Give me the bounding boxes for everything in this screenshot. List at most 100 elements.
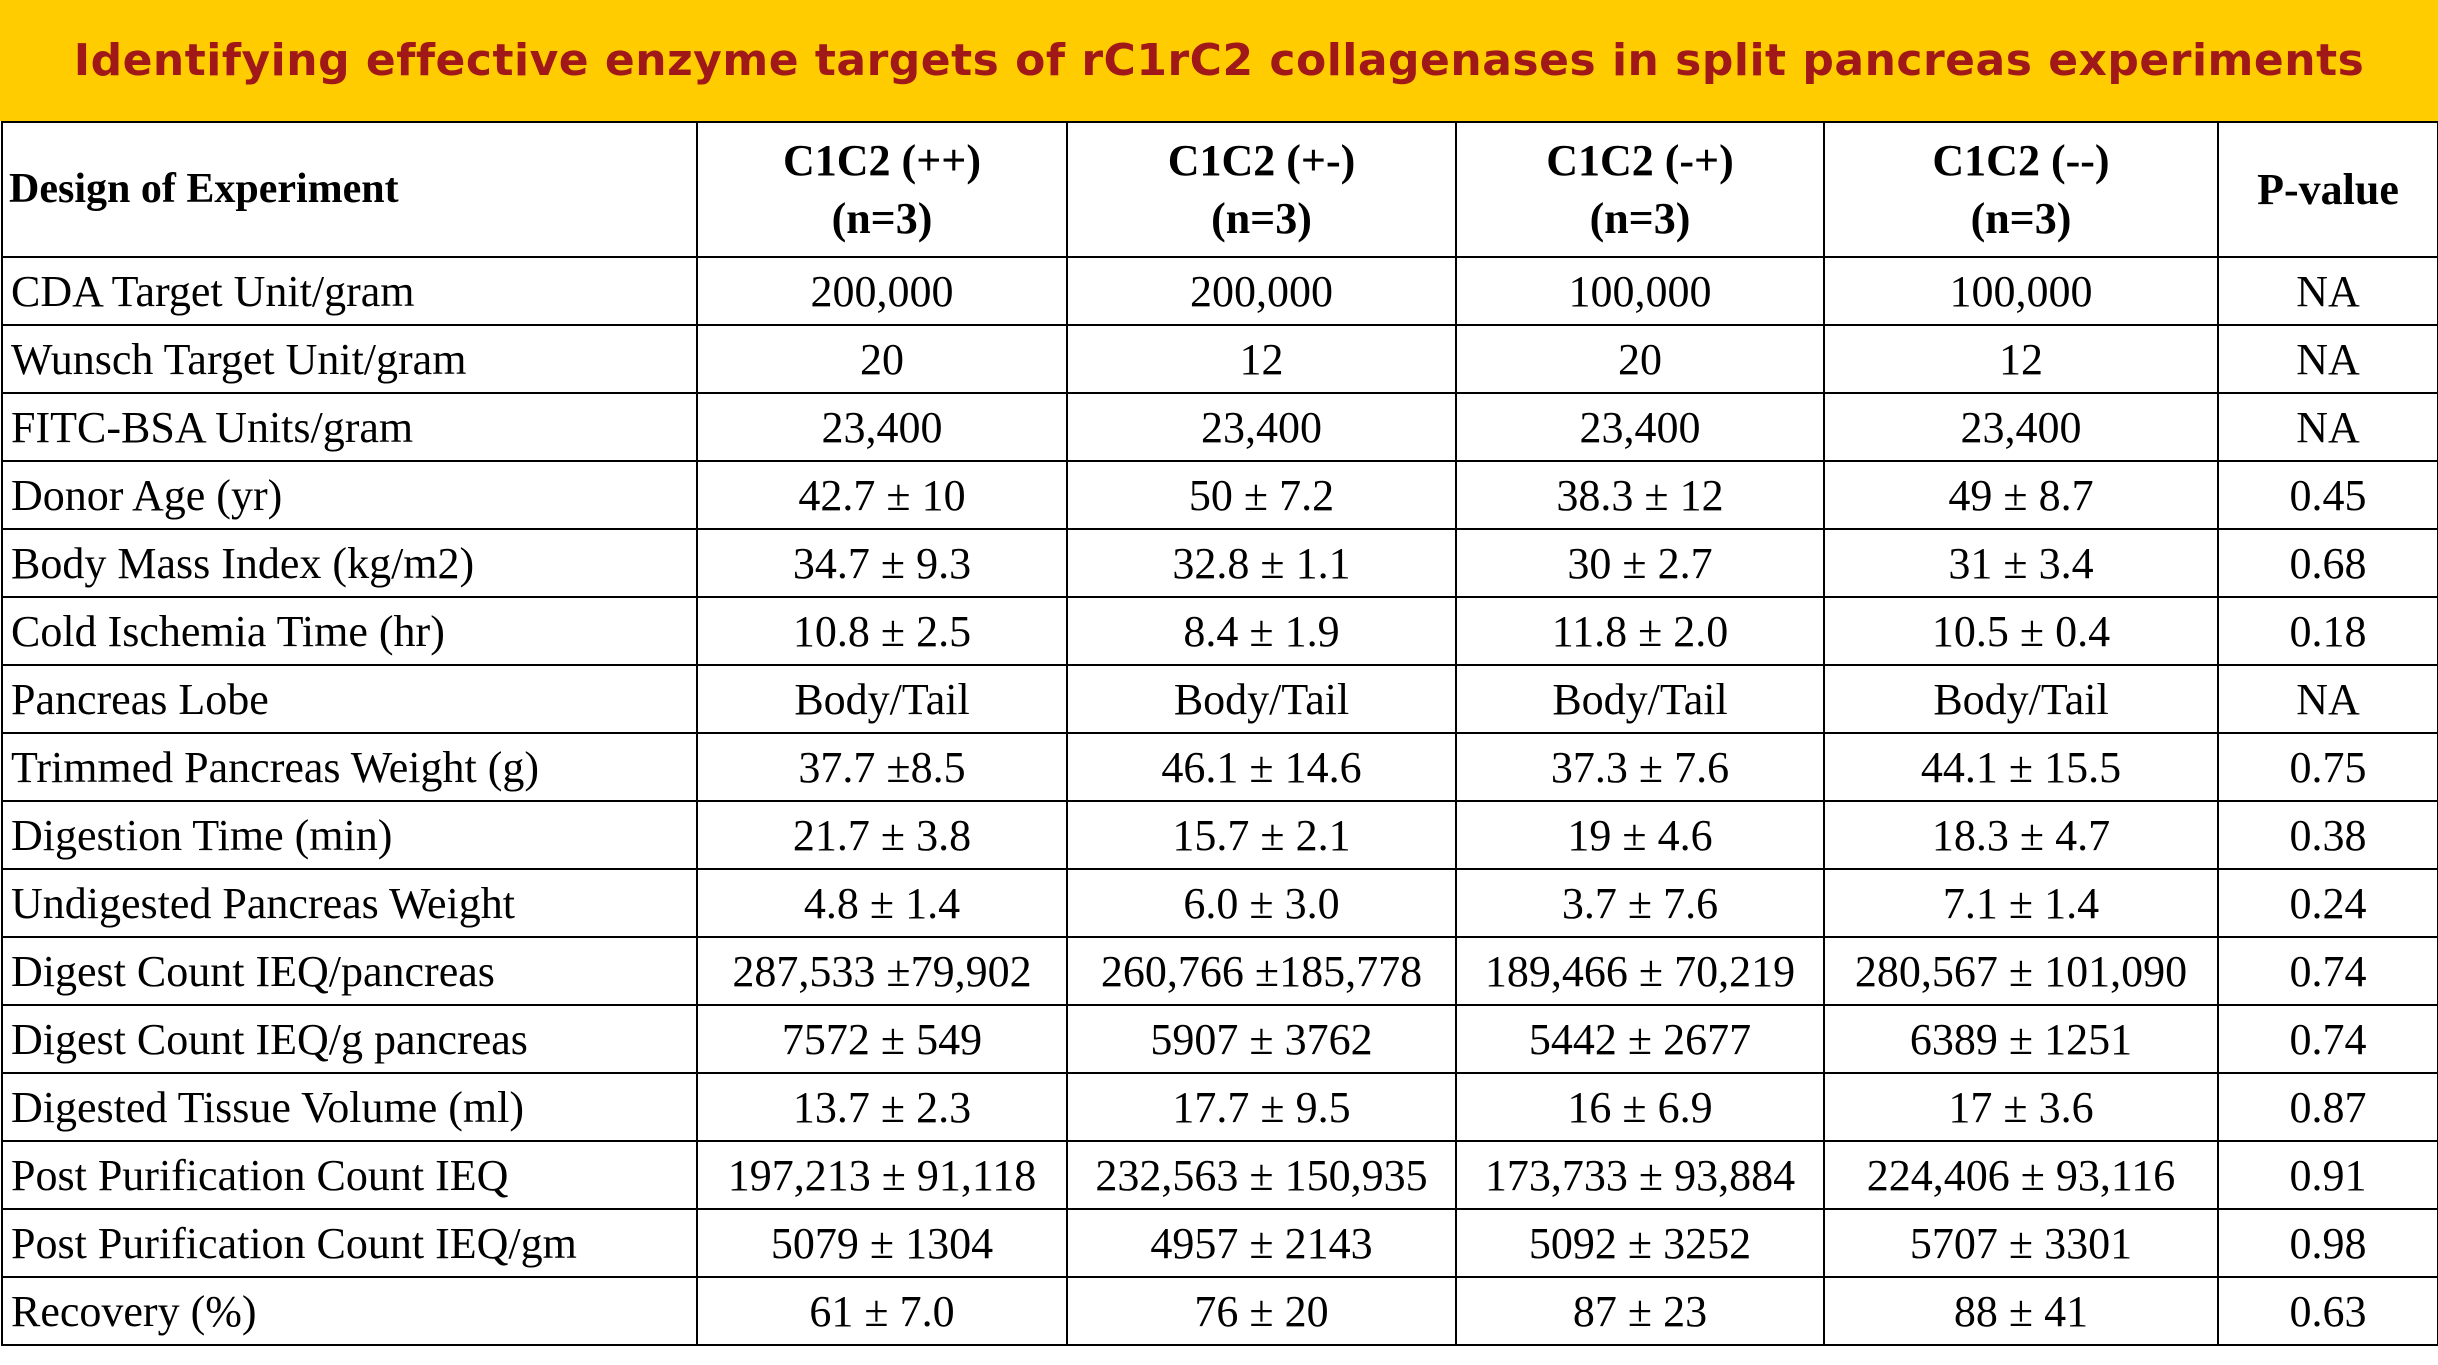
cell: 19 ± 4.6 xyxy=(1455,800,1825,870)
cell: 287,533 ±79,902 xyxy=(696,936,1068,1006)
cell: 4.8 ± 1.4 xyxy=(696,868,1068,938)
row-label: Post Purification Count IEQ/gm xyxy=(1,1208,698,1278)
cell: 197,213 ± 91,118 xyxy=(696,1140,1068,1210)
cell: NA xyxy=(2217,664,2438,734)
row-label: Trimmed Pancreas Weight (g) xyxy=(1,732,698,802)
table-row: Trimmed Pancreas Weight (g) 37.7 ±8.5 46.1… xyxy=(1,732,2438,802)
cell: 0.98 xyxy=(2217,1208,2438,1278)
column-n: (n=3) xyxy=(1211,193,1312,243)
cell: 0.18 xyxy=(2217,596,2438,666)
cell: 280,567 ± 101,090 xyxy=(1823,936,2219,1006)
cell: 50 ± 7.2 xyxy=(1066,460,1457,530)
table-row: Post Purification Count IEQ/gm 5079 ± 130… xyxy=(1,1208,2438,1278)
table-row: Post Purification Count IEQ 197,213 ± 91,… xyxy=(1,1140,2438,1210)
row-label: FITC-BSA Units/gram xyxy=(1,392,698,462)
column-header: C1C2 (-+) (n=3) xyxy=(1455,121,1825,258)
cell: 260,766 ±185,778 xyxy=(1066,936,1457,1006)
cell: 3.7 ± 7.6 xyxy=(1455,868,1825,938)
cell: 7.1 ± 1.4 xyxy=(1823,868,2219,938)
cell: 0.24 xyxy=(2217,868,2438,938)
cell: 18.3 ± 4.7 xyxy=(1823,800,2219,870)
cell: 5907 ± 3762 xyxy=(1066,1004,1457,1074)
cell: 5707 ± 3301 xyxy=(1823,1208,2219,1278)
cell: 10.8 ± 2.5 xyxy=(696,596,1068,666)
cell: NA xyxy=(2217,256,2438,326)
cell: 46.1 ± 14.6 xyxy=(1066,732,1457,802)
row-label: Cold Ischemia Time (hr) xyxy=(1,596,698,666)
title-bar: Identifying effective enzyme targets of … xyxy=(0,0,2438,121)
cell: 61 ± 7.0 xyxy=(696,1276,1068,1346)
table-row: Cold Ischemia Time (hr) 10.8 ± 2.5 8.4 ± 1… xyxy=(1,596,2438,666)
cell: NA xyxy=(2217,324,2438,394)
cell: 100,000 xyxy=(1455,256,1825,326)
column-header: P-value xyxy=(2217,121,2438,258)
row-label: Digest Count IEQ/pancreas xyxy=(1,936,698,1006)
cell: 10.5 ± 0.4 xyxy=(1823,596,2219,666)
cell: 100,000 xyxy=(1823,256,2219,326)
cell: 200,000 xyxy=(696,256,1068,326)
cell: 15.7 ± 2.1 xyxy=(1066,800,1457,870)
column-n: (n=3) xyxy=(1970,193,2072,243)
cell: 0.74 xyxy=(2217,936,2438,1006)
cell: 6.0 ± 3.0 xyxy=(1066,868,1457,938)
cell: 7572 ± 549 xyxy=(696,1004,1068,1074)
cell: 49 ± 8.7 xyxy=(1823,460,2219,530)
cell: 5092 ± 3252 xyxy=(1455,1208,1825,1278)
cell: 31 ± 3.4 xyxy=(1823,528,2219,598)
table-row: Digest Count IEQ/pancreas 287,533 ±79,902… xyxy=(1,936,2438,1006)
cell: 4957 ± 2143 xyxy=(1066,1208,1457,1278)
cell: NA xyxy=(2217,392,2438,462)
row-label: Donor Age (yr) xyxy=(1,460,698,530)
table-row: Donor Age (yr) 42.7 ± 10 50 ± 7.2 38.3 ± 12… xyxy=(1,460,2438,530)
cell: 88 ± 41 xyxy=(1823,1276,2219,1346)
cell: 12 xyxy=(1823,324,2219,394)
cell: 11.8 ± 2.0 xyxy=(1455,596,1825,666)
table-row: FITC-BSA Units/gram 23,400 23,400 23,400 23,… xyxy=(1,392,2438,462)
cell: Body/Tail xyxy=(1066,664,1457,734)
cell: 13.7 ± 2.3 xyxy=(696,1072,1068,1142)
cell: 37.7 ±8.5 xyxy=(696,732,1068,802)
cell: 20 xyxy=(696,324,1068,394)
cell: 44.1 ± 15.5 xyxy=(1823,732,2219,802)
table-row: Pancreas Lobe Body/Tail Body/Tail Body/Tail… xyxy=(1,664,2438,734)
table-row: Digestion Time (min) 21.7 ± 3.8 15.7 ± 2.1… xyxy=(1,800,2438,870)
row-label: Body Mass Index (kg/m2) xyxy=(1,528,698,598)
cell: 0.75 xyxy=(2217,732,2438,802)
cell: 37.3 ± 7.6 xyxy=(1455,732,1825,802)
cell: 0.63 xyxy=(2217,1276,2438,1346)
column-n: (n=3) xyxy=(1589,193,1691,243)
cell: Body/Tail xyxy=(1455,664,1825,734)
cell: 12 xyxy=(1066,324,1457,394)
cell: 23,400 xyxy=(1455,392,1825,462)
cell: 17.7 ± 9.5 xyxy=(1066,1072,1457,1142)
cell: 30 ± 2.7 xyxy=(1455,528,1825,598)
cell: 34.7 ± 9.3 xyxy=(696,528,1068,598)
cell: 200,000 xyxy=(1066,256,1457,326)
cell: 23,400 xyxy=(1066,392,1457,462)
table-row: Body Mass Index (kg/m2) 34.7 ± 9.3 32.8 ± … xyxy=(1,528,2438,598)
table-row: CDA Target Unit/gram 200,000 200,000 100,00… xyxy=(1,256,2438,326)
cell: 224,406 ± 93,116 xyxy=(1823,1140,2219,1210)
column-name: P-value xyxy=(2257,164,2399,214)
row-label: Digest Count IEQ/g pancreas xyxy=(1,1004,698,1074)
cell: 5442 ± 2677 xyxy=(1455,1004,1825,1074)
table-row: Digest Count IEQ/g pancreas 7572 ± 549 590… xyxy=(1,1004,2438,1074)
row-label: Recovery (%) xyxy=(1,1276,698,1346)
title: Identifying effective enzyme targets of … xyxy=(73,35,2365,86)
header-row: Design of Experiment C1C2 (++) (n=3) C1C2 (… xyxy=(1,121,2438,258)
row-label: CDA Target Unit/gram xyxy=(1,256,698,326)
table-row: Wunsch Target Unit/gram 20 12 20 12 NA xyxy=(1,324,2438,394)
table-row: Digested Tissue Volume (ml) 13.7 ± 2.3 17.… xyxy=(1,1072,2438,1142)
row-label: Pancreas Lobe xyxy=(1,664,698,734)
cell: Body/Tail xyxy=(696,664,1068,734)
cell: 21.7 ± 3.8 xyxy=(696,800,1068,870)
cell: 76 ± 20 xyxy=(1066,1276,1457,1346)
cell: 173,733 ± 93,884 xyxy=(1455,1140,1825,1210)
cell: 0.38 xyxy=(2217,800,2438,870)
column-name: C1C2 (-+) xyxy=(1546,136,1734,186)
cell: 0.91 xyxy=(2217,1140,2438,1210)
corner-header: Design of Experiment xyxy=(1,121,698,258)
cell: 17 ± 3.6 xyxy=(1823,1072,2219,1142)
row-label: Digestion Time (min) xyxy=(1,800,698,870)
